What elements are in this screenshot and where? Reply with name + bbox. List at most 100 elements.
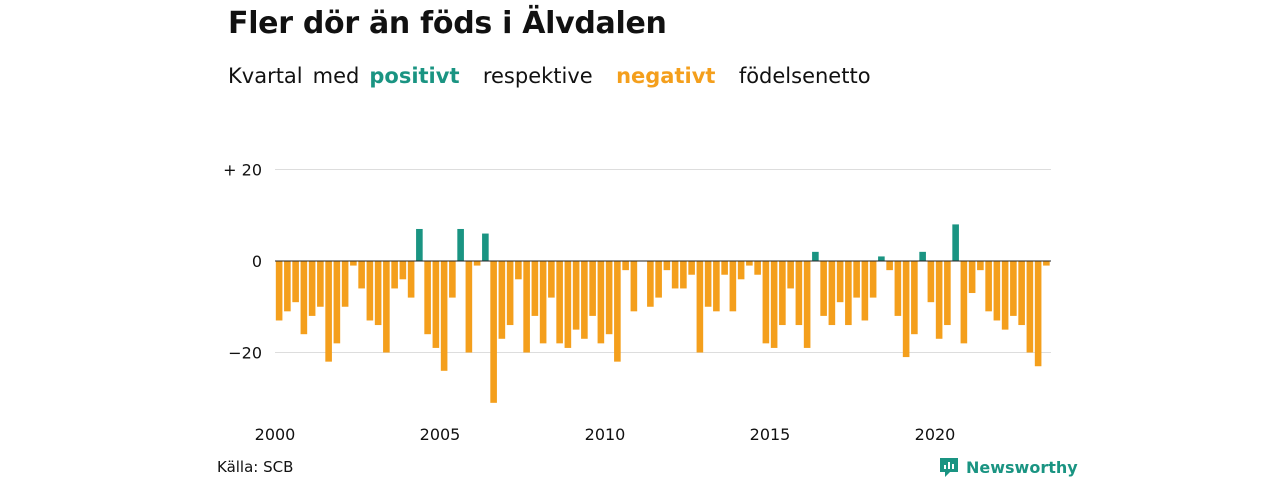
bar: [399, 261, 407, 280]
bar: [490, 261, 497, 403]
bar: [308, 261, 316, 316]
bar: [572, 261, 580, 330]
subtitle-part-1: Kvartal: [228, 64, 303, 88]
y-tick-label: + 20: [223, 161, 262, 180]
bar: [902, 261, 910, 358]
bar: [1043, 261, 1050, 266]
bar: [581, 261, 588, 339]
bar: [407, 261, 415, 298]
bar: [704, 261, 712, 307]
bar: [721, 261, 728, 275]
bar: [820, 261, 827, 316]
bar: [770, 261, 778, 348]
bar: [803, 261, 811, 348]
bar: [663, 261, 671, 271]
bar: [300, 261, 308, 335]
bar: [655, 261, 662, 298]
bar: [729, 261, 737, 312]
bar: [440, 261, 448, 371]
bar: [473, 261, 481, 266]
bar: [754, 261, 761, 275]
brand-name: Newsworthy: [966, 457, 1078, 477]
bar: [1010, 261, 1017, 316]
bar: [341, 261, 349, 307]
bar: [482, 233, 489, 261]
bar: [523, 261, 530, 353]
bars: [275, 224, 1050, 403]
bar: [977, 261, 984, 271]
bar: [869, 261, 877, 298]
subtitle-part-2: med: [312, 64, 360, 88]
bar: [845, 261, 852, 326]
gridlines: [275, 169, 1051, 353]
bar: [284, 261, 291, 312]
bar: [383, 261, 390, 353]
bar: [894, 261, 902, 316]
x-tick-label: 2000: [255, 425, 296, 444]
bar: [589, 261, 596, 316]
bar: [597, 261, 605, 344]
bar: [317, 261, 324, 307]
bar: [762, 261, 770, 344]
bar: [779, 261, 786, 326]
bar: [1001, 261, 1009, 330]
x-tick-label: 2020: [915, 425, 956, 444]
bar: [878, 256, 885, 262]
bar: [333, 261, 341, 344]
bar: [622, 261, 629, 271]
x-axis-labels: 2000 2005 2010 2015 2020: [255, 425, 956, 444]
brand-logo: Newsworthy: [938, 456, 1078, 478]
y-tick-label: 0: [252, 252, 262, 271]
bar: [1018, 261, 1025, 326]
bar: [614, 261, 621, 362]
bar: [358, 261, 365, 289]
bar: [416, 228, 423, 261]
bar: [671, 261, 679, 289]
bar: [1034, 261, 1042, 367]
bar: [713, 261, 720, 312]
subtitle-negative: negativt: [616, 64, 716, 88]
bar: [647, 261, 654, 307]
x-tick-label: 2015: [750, 425, 791, 444]
bar: [432, 261, 440, 348]
bar: [630, 261, 638, 312]
bar: [812, 251, 819, 261]
bar: [861, 261, 869, 321]
y-tick-label: −20: [228, 344, 262, 363]
bar: [275, 261, 283, 321]
bar: [853, 261, 860, 298]
bar: [952, 224, 959, 261]
subtitle-part-4: födelsenetto: [738, 64, 871, 88]
bar: [465, 261, 473, 353]
source-note: Källa: SCB: [217, 458, 294, 476]
bar: [927, 261, 935, 303]
bar: [325, 261, 332, 362]
bar: [985, 261, 992, 312]
bar: [828, 261, 836, 326]
bar: [556, 261, 563, 344]
bar: [391, 261, 398, 289]
bar: [531, 261, 539, 316]
bar: [787, 261, 794, 289]
bar: [498, 261, 506, 339]
bar: [968, 261, 976, 294]
x-tick-label: 2010: [585, 425, 626, 444]
bar: [737, 261, 745, 280]
chart-subtitle: Kvartal med positivt respektive negativt f…: [228, 64, 881, 88]
subtitle-part-3: respektive: [482, 64, 593, 88]
bar: [374, 261, 382, 326]
bar: [696, 261, 704, 353]
bar: [539, 261, 547, 344]
bar: [605, 261, 613, 335]
bar: [564, 261, 572, 348]
y-axis-labels: + 20 0 −20: [223, 161, 262, 363]
bar: [935, 261, 943, 339]
bar: [944, 261, 951, 326]
bar: [548, 261, 555, 298]
chart-title: Fler dör än föds i Älvdalen: [228, 6, 667, 41]
bar: [919, 251, 926, 261]
bar: [886, 261, 893, 271]
bar: [680, 261, 687, 289]
bar: [911, 261, 918, 335]
